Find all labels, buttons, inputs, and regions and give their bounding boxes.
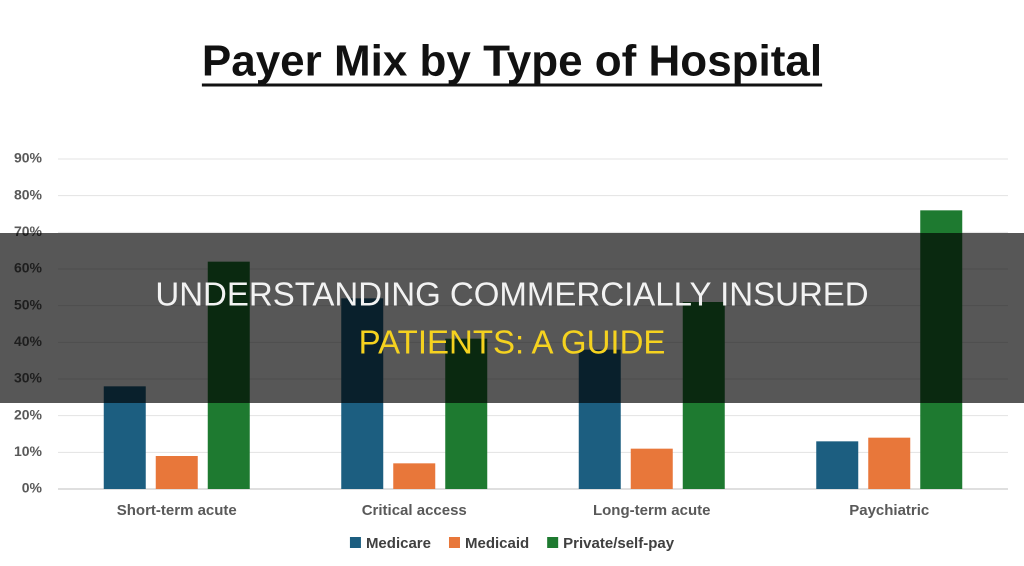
legend-label: Medicare (366, 535, 431, 552)
banner-line: PATIENTS: A GUIDE (359, 324, 666, 361)
y-tick-label: 0% (22, 480, 43, 496)
y-tick-label: 90% (14, 150, 43, 166)
bar (630, 448, 673, 489)
legend-swatch (547, 537, 559, 548)
legend-swatch (349, 537, 361, 548)
bar (816, 441, 859, 489)
banner (0, 233, 1024, 403)
y-tick-label: 10% (14, 443, 43, 459)
bar (155, 456, 198, 489)
bar (868, 437, 911, 489)
legend-swatch (448, 537, 460, 548)
x-tick-label: Long-term acute (593, 502, 711, 519)
bar (393, 463, 436, 489)
x-tick-label: Critical access (362, 502, 467, 519)
y-tick-label: 80% (14, 186, 43, 202)
x-tick-label: Paychiatric (849, 502, 929, 519)
y-tick-label: 20% (14, 406, 43, 422)
banner-line: UNDERSTANDING COMMERCIALLY INSURED (155, 276, 868, 313)
legend-label: Medicaid (465, 535, 529, 552)
x-tick-label: Short-term acute (117, 502, 237, 519)
chart-title: Payer Mix by Type of Hospital (202, 37, 822, 86)
legend-label: Private/self-pay (563, 535, 675, 552)
bar (103, 386, 146, 489)
